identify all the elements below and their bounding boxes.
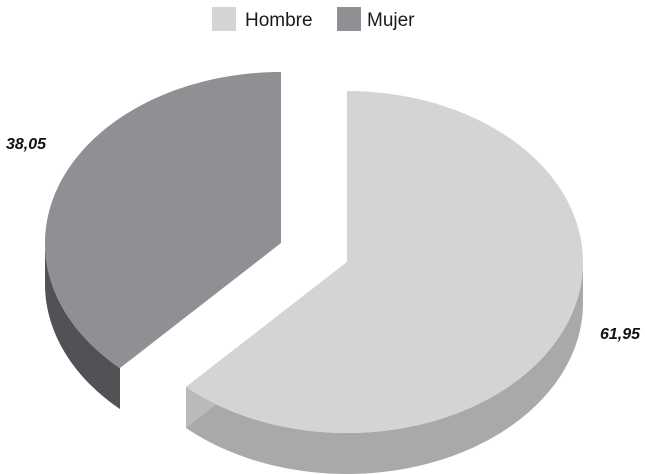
data-labels: 38,05 61,95 xyxy=(6,136,641,343)
legend: Hombre Mujer xyxy=(212,7,415,31)
slice-mujer xyxy=(45,72,281,369)
legend-label-mujer: Mujer xyxy=(367,10,415,31)
slice-side-hombre xyxy=(185,262,584,474)
slice-side-mujer xyxy=(45,243,120,410)
pie-slices xyxy=(45,72,584,474)
data-label-hombre: 61,95 xyxy=(600,326,641,343)
legend-label-hombre: Hombre xyxy=(245,10,313,31)
data-label-mujer: 38,05 xyxy=(6,136,47,153)
slice-hombre xyxy=(185,91,583,433)
legend-swatch-mujer xyxy=(337,7,361,31)
legend-swatch-hombre xyxy=(212,7,236,31)
